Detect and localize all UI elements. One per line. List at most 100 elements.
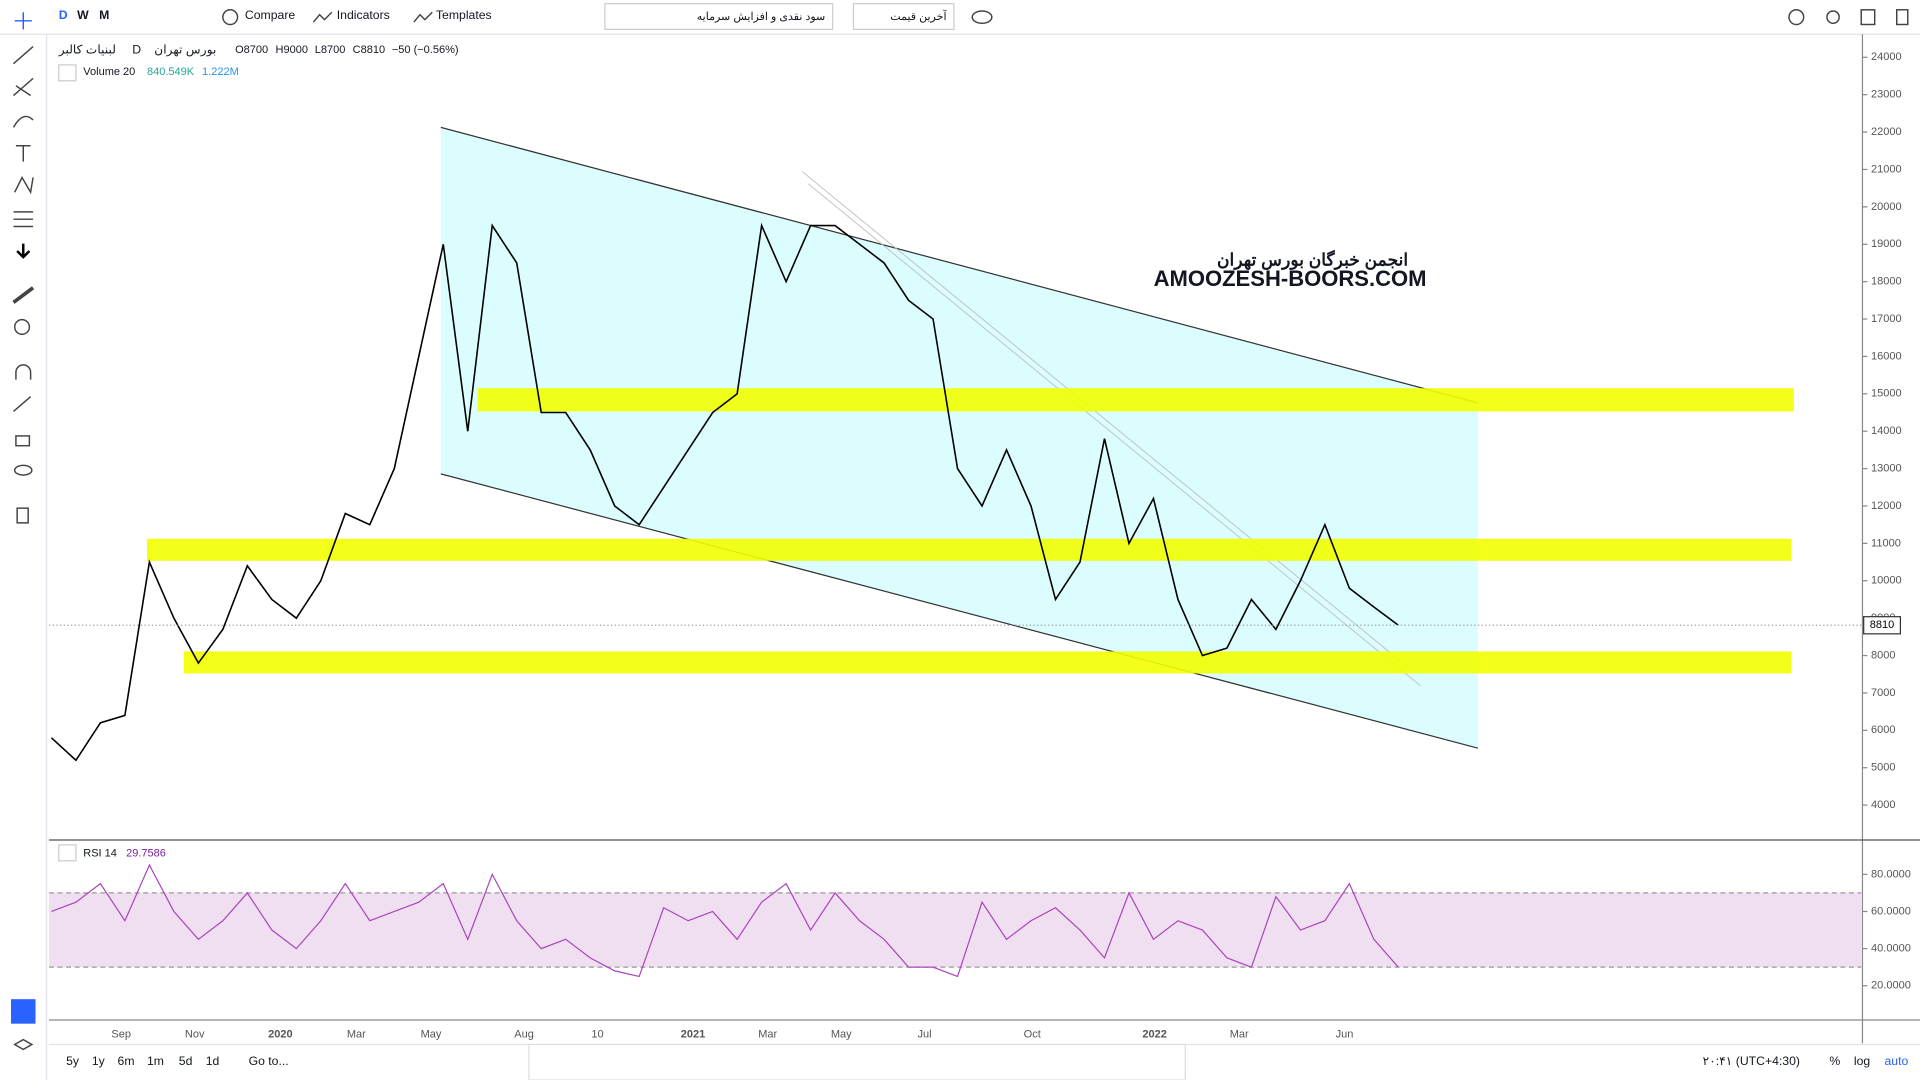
pattern-tool[interactable] — [14, 176, 34, 195]
range-button[interactable]: 1y — [92, 1054, 106, 1068]
indicators-button[interactable]: Indicators — [337, 8, 390, 22]
price-tick-label: 4000 — [1871, 799, 1896, 811]
time-label: Aug — [514, 1029, 534, 1041]
time-label: 2022 — [1142, 1029, 1167, 1041]
interval-button[interactable]: W — [77, 8, 89, 22]
snapshot-icon[interactable] — [1860, 9, 1876, 26]
time-label: 10 — [591, 1029, 603, 1041]
prediction-tool[interactable] — [13, 211, 34, 228]
volume-name: Volume 20 — [83, 66, 135, 78]
layers-button[interactable] — [13, 1038, 34, 1051]
range-button[interactable]: 5y — [66, 1054, 80, 1068]
last-price-label: 8810 — [1870, 619, 1895, 631]
templates-button[interactable]: Templates — [436, 8, 492, 22]
channel-lower — [440, 473, 1479, 749]
channel-fill — [440, 127, 1478, 749]
crosshair-tool[interactable] — [14, 12, 32, 30]
price-tick-label: 15000 — [1871, 388, 1902, 400]
range-button[interactable]: 1m — [147, 1054, 164, 1068]
plot-layer — [48, 222, 1863, 978]
watchlist-button[interactable] — [11, 999, 36, 1024]
time-label: Mar — [758, 1029, 777, 1041]
price-dropdown-label[interactable]: آخرین قیمت — [890, 10, 947, 23]
log-button[interactable]: log — [1854, 1054, 1871, 1068]
time-label: Nov — [185, 1029, 205, 1041]
range-button[interactable]: 1d — [206, 1054, 220, 1068]
collapse-button[interactable] — [58, 844, 77, 862]
drawing-mode[interactable] — [12, 396, 32, 412]
trend-line — [807, 183, 1421, 687]
time-label: May — [831, 1029, 852, 1041]
price-tick-label: 5000 — [1871, 762, 1896, 774]
lock-tool[interactable] — [15, 435, 31, 447]
settings-icon[interactable] — [1788, 9, 1805, 26]
range-button[interactable]: 5d — [179, 1054, 193, 1068]
open-value: O8700 — [235, 44, 268, 56]
hide-tool[interactable] — [13, 464, 33, 476]
low-value: L8700 — [315, 44, 346, 56]
delete-icon[interactable] — [1896, 9, 1909, 26]
line-tool[interactable] — [12, 45, 34, 65]
time-label: May — [421, 1029, 442, 1041]
clock: ۲۰:۴۱ (UTC+4:30) — [1703, 1054, 1800, 1068]
high-value: H9000 — [276, 44, 308, 56]
last-price-tag — [1863, 616, 1902, 635]
price-tick-label: 24000 — [1871, 51, 1902, 63]
time-label: Jul — [917, 1029, 931, 1041]
indicators-icon[interactable] — [312, 11, 333, 23]
rsi-band — [48, 892, 1862, 968]
price-tick-label: 11000 — [1871, 537, 1901, 549]
zoom-tool[interactable] — [13, 318, 31, 336]
brush-tool[interactable] — [12, 115, 34, 128]
time-label: 2021 — [681, 1029, 706, 1041]
time-label: Jun — [1336, 1029, 1354, 1041]
price-tick-label: 8000 — [1871, 649, 1896, 661]
collapse-button[interactable] — [58, 64, 77, 82]
rsi-tick-label: 60.0000 — [1871, 905, 1911, 917]
dividend-dropdown-label[interactable]: سود نقدی و افزایش سرمایه — [697, 11, 826, 23]
auto-button[interactable]: auto — [1884, 1054, 1908, 1068]
compare-button[interactable]: Compare — [245, 8, 296, 22]
price-tick-label: 17000 — [1871, 313, 1902, 325]
symbol-interval: D — [132, 42, 141, 56]
share-icon[interactable] — [1826, 10, 1840, 24]
support-zone — [477, 388, 1794, 412]
time-label: Mar — [1230, 1029, 1249, 1041]
interval-button[interactable]: D — [59, 8, 68, 22]
time-label: 2020 — [268, 1029, 293, 1041]
volume-value: 840.549K — [147, 66, 195, 78]
price-tick-label: 18000 — [1871, 276, 1902, 288]
compare-icon[interactable] — [222, 9, 239, 26]
price-tick-label: 6000 — [1871, 724, 1896, 736]
goto-button[interactable]: Go to... — [249, 1054, 289, 1068]
rsi-tick-label: 80.0000 — [1871, 868, 1911, 880]
text-tool[interactable] — [15, 144, 31, 162]
price-tick-label: 22000 — [1871, 126, 1902, 138]
rsi-line — [51, 863, 1399, 978]
dividend-dropdown[interactable] — [604, 3, 834, 30]
symbol-name: لبنیات کالبر — [58, 42, 116, 56]
rsi-value: 29.7586 — [126, 847, 166, 859]
magnet-tool[interactable] — [15, 364, 32, 380]
trend-line — [801, 171, 1409, 668]
percent-button[interactable]: % — [1829, 1054, 1840, 1068]
visibility-icon[interactable] — [971, 10, 993, 24]
interval-button[interactable]: M — [99, 8, 109, 22]
support-zone — [183, 651, 1792, 674]
range-button[interactable]: 6m — [118, 1054, 135, 1068]
remove-tool[interactable] — [16, 507, 29, 524]
price-dropdown[interactable] — [852, 3, 955, 30]
price-tick-label: 23000 — [1871, 89, 1902, 101]
price-tick-label: 16000 — [1871, 350, 1902, 362]
time-label: Sep — [111, 1029, 131, 1041]
icons-tool[interactable] — [16, 243, 31, 259]
price-tick-label: 19000 — [1871, 238, 1902, 250]
templates-icon[interactable] — [413, 11, 433, 23]
drawing-toolbar — [528, 1043, 1186, 1080]
fib-tool[interactable] — [12, 77, 34, 97]
price-tick-label: 7000 — [1871, 687, 1896, 699]
channel-upper — [440, 126, 1479, 404]
watermark: AMOOZESH-BOORS.COM — [1154, 266, 1427, 291]
ruler-tool[interactable] — [12, 286, 35, 304]
close-value: C8810 — [353, 44, 385, 56]
